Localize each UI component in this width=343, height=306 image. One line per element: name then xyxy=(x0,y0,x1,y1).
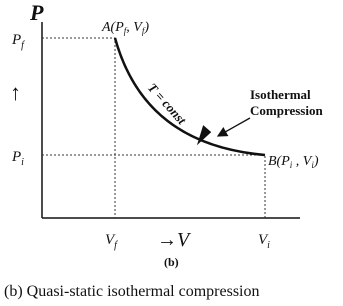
panel-label: (b) xyxy=(164,255,179,269)
a-prefix: A(P xyxy=(101,20,124,35)
process-label-2: Compression xyxy=(250,103,323,118)
a-sub2: f xyxy=(142,26,146,36)
a-mid: , V xyxy=(126,20,143,35)
v-i-main: V xyxy=(258,232,269,248)
b-mid: , V xyxy=(292,154,313,169)
p-f-label: Pf xyxy=(11,32,25,51)
guide-i xyxy=(42,154,266,218)
point-b-label: B(Pi , Vi) xyxy=(268,154,319,170)
process-label-1: Isothermal xyxy=(250,87,311,102)
pointer-arrow xyxy=(216,117,251,137)
p-f-main: P xyxy=(11,32,21,48)
v-axis-label: →V xyxy=(157,229,192,251)
v-f-label: Vf xyxy=(105,232,118,251)
point-a-label: A(Pf, Vf) xyxy=(101,20,149,36)
guide-f xyxy=(42,37,116,218)
v-f-sub: f xyxy=(114,240,118,251)
v-i-sub: i xyxy=(267,240,270,251)
p-i-sub: i xyxy=(21,157,24,168)
b-prefix: B(P xyxy=(268,154,290,169)
a-sub1: f xyxy=(124,26,128,36)
a-suffix: ) xyxy=(143,20,149,35)
direction-arrow xyxy=(196,125,212,146)
isotherm xyxy=(113,37,266,157)
up-arrow: ↑ xyxy=(10,80,21,105)
b-sub2: i xyxy=(311,160,314,170)
b-sub1: i xyxy=(290,160,293,170)
p-axis-label: P xyxy=(29,0,44,25)
p-f-sub: f xyxy=(21,40,25,51)
p-i-main: P xyxy=(11,149,21,165)
b-suffix: ) xyxy=(313,154,319,169)
v-i-label: Vi xyxy=(258,232,270,251)
v-f-main: V xyxy=(105,232,116,248)
caption: (b) Quasi-static isothermal compression xyxy=(4,283,260,300)
p-i-label: Pi xyxy=(11,149,24,168)
